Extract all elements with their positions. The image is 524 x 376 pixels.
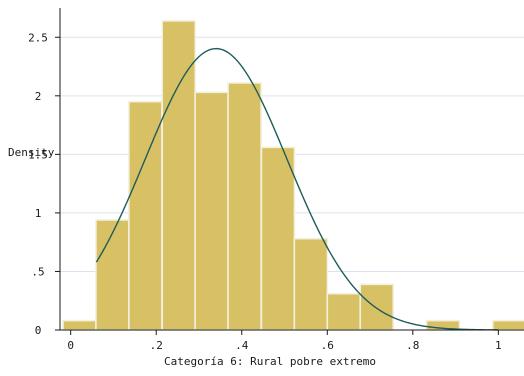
- y-axis-title: Density: [8, 146, 55, 159]
- histogram-bar: [359, 283, 395, 331]
- histogram-bar: [194, 91, 229, 331]
- histogram-bar: [260, 146, 296, 331]
- y-tick-label: 0: [35, 324, 42, 337]
- histogram-bars: [62, 20, 524, 331]
- histogram-bar: [62, 319, 97, 331]
- histogram-bar: [326, 292, 362, 331]
- y-tick-label: 1.5: [28, 148, 48, 161]
- y-tick-label: 2: [35, 90, 42, 103]
- axes: 0 .5 1 1.5 2 2.5 0 .2 .4 .6 .8 1: [28, 8, 524, 352]
- histogram-bar: [95, 219, 130, 331]
- histogram-bar: [128, 100, 163, 331]
- x-tick-label: .8: [406, 339, 419, 352]
- x-tick-label: 0: [67, 339, 74, 352]
- histogram-bar: [227, 82, 262, 331]
- x-tick-label: .6: [321, 339, 334, 352]
- x-tick-label: .2: [150, 339, 163, 352]
- y-tick-label: 2.5: [28, 31, 48, 44]
- density-curve: [95, 47, 499, 331]
- x-tick-label: 1: [495, 339, 502, 352]
- normal-density-line: [95, 47, 499, 331]
- y-tick-label: 1: [35, 207, 42, 220]
- histogram-bar: [293, 237, 329, 331]
- x-axis-title: Categoría 6: Rural pobre extremo: [164, 355, 376, 368]
- y-tick-label: .5: [31, 265, 44, 278]
- histogram-bar: [491, 319, 524, 331]
- x-tick-label: .4: [235, 339, 249, 352]
